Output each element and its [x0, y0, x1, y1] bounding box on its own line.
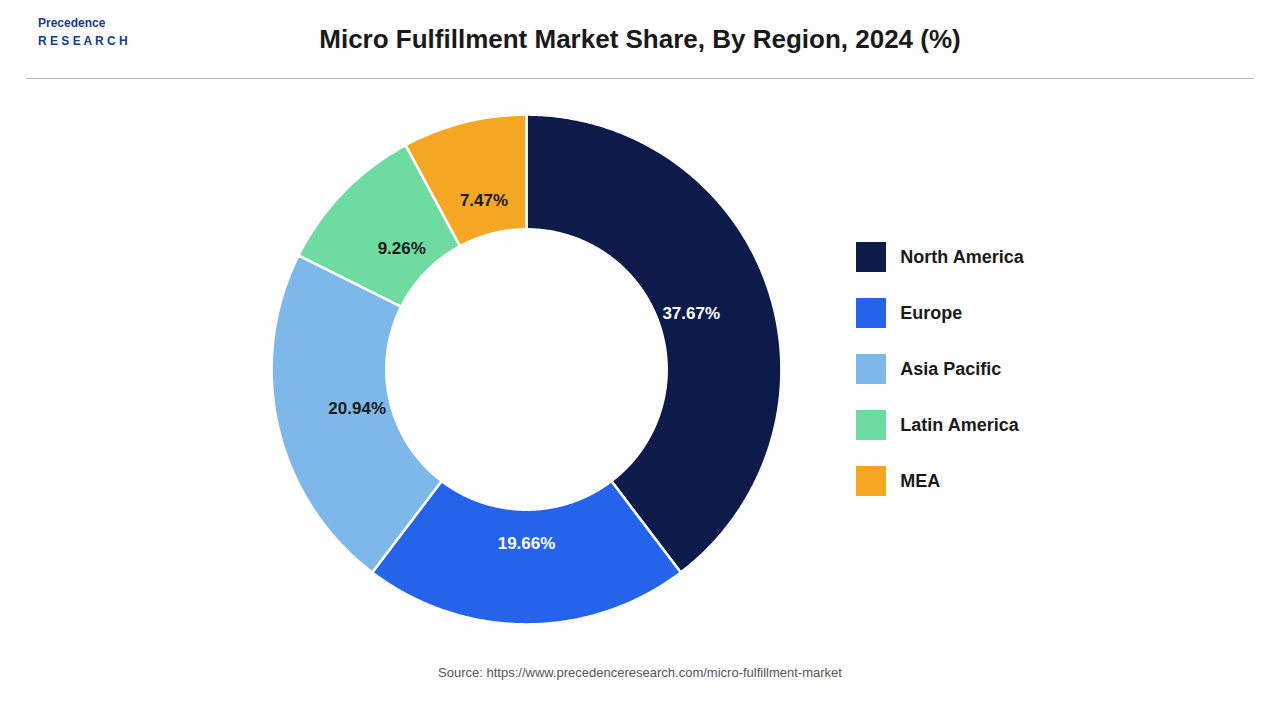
svg-text:9.26%: 9.26% [378, 239, 426, 258]
html-text:Europe: Europe [900, 302, 963, 323]
svg-text:7.47%: 7.47% [460, 191, 508, 210]
html-text:Precedence: Precedence [38, 16, 106, 30]
html-text:MEA: MEA [900, 470, 941, 491]
html-text:Source: https://www.precedence: Source: https://www.precedenceresearch.c… [438, 665, 842, 680]
svg-text:37.67%: 37.67% [663, 304, 721, 323]
html-text:Micro Fulfillment Market Share: Micro Fulfillment Market Share, By Regio… [319, 24, 961, 54]
html-text:Asia Pacific: Asia Pacific [900, 358, 1002, 379]
svg-text:20.94%: 20.94% [329, 399, 387, 418]
html-text:North America: North America [900, 246, 1024, 267]
html-text:Latin America: Latin America [900, 414, 1019, 435]
svg-text:19.66%: 19.66% [498, 534, 556, 553]
html-text:R E S E A R C H: R E S E A R C H [38, 34, 128, 48]
